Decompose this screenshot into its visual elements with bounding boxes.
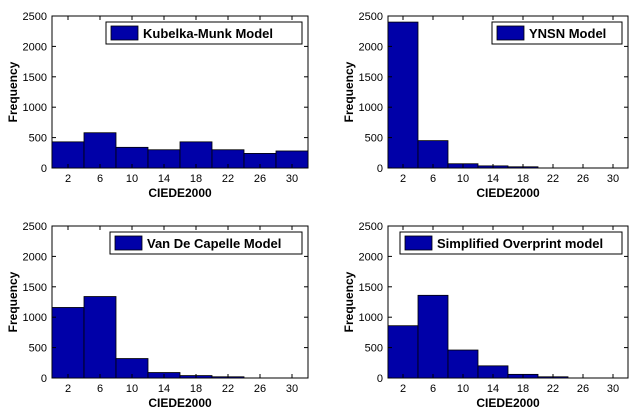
x-tick-label: 30 bbox=[286, 173, 298, 185]
y-tick-label: 2000 bbox=[23, 251, 47, 263]
y-tick-label: 2500 bbox=[359, 221, 383, 233]
legend: YNSN Model bbox=[491, 21, 623, 45]
y-tick-label: 2500 bbox=[23, 221, 47, 233]
y-tick-label: 500 bbox=[29, 343, 47, 355]
y-tick-label: 1000 bbox=[359, 312, 383, 324]
x-tick-label: 2 bbox=[65, 383, 71, 395]
y-tick-label: 2500 bbox=[359, 11, 383, 23]
x-tick-label: 2 bbox=[400, 383, 406, 395]
x-tick-label: 22 bbox=[222, 383, 234, 395]
x-tick-label: 22 bbox=[547, 383, 559, 395]
x-axis-label: CIEDE2000 bbox=[476, 186, 540, 200]
y-tick-label: 0 bbox=[377, 163, 383, 175]
legend-label: YNSN Model bbox=[529, 26, 606, 41]
y-axis-label: Frequency bbox=[342, 61, 356, 122]
legend-swatch bbox=[496, 25, 525, 41]
y-tick-label: 1000 bbox=[359, 102, 383, 114]
x-tick-label: 30 bbox=[286, 383, 298, 395]
histogram-bar bbox=[179, 141, 213, 169]
x-tick-label: 26 bbox=[254, 383, 266, 395]
legend-label: Simplified Overprint model bbox=[437, 236, 603, 251]
x-axis-label: CIEDE2000 bbox=[148, 186, 212, 200]
y-tick-label: 2500 bbox=[23, 11, 47, 23]
legend-box bbox=[109, 231, 303, 255]
legend-swatch bbox=[404, 235, 433, 251]
y-tick-label: 2000 bbox=[359, 41, 383, 53]
y-tick-label: 500 bbox=[365, 133, 383, 145]
legend-box bbox=[399, 231, 623, 255]
legend-box bbox=[105, 21, 303, 45]
legend-label: Van De Capelle Model bbox=[147, 236, 281, 251]
x-tick-label: 2 bbox=[65, 173, 71, 185]
x-tick-label: 14 bbox=[487, 173, 499, 185]
x-tick-label: 26 bbox=[577, 173, 589, 185]
x-tick-label: 6 bbox=[97, 383, 103, 395]
x-tick-label: 6 bbox=[97, 173, 103, 185]
y-tick-label: 1500 bbox=[23, 282, 47, 294]
x-tick-label: 18 bbox=[517, 173, 529, 185]
histogram-bar bbox=[387, 325, 419, 379]
legend: Simplified Overprint model bbox=[399, 231, 623, 255]
x-tick-label: 26 bbox=[577, 383, 589, 395]
x-tick-label: 10 bbox=[126, 383, 138, 395]
y-tick-label: 1500 bbox=[359, 282, 383, 294]
x-tick-label: 2 bbox=[400, 173, 406, 185]
histogram-bar bbox=[51, 307, 85, 379]
histogram-bar bbox=[387, 21, 419, 169]
x-tick-label: 30 bbox=[607, 383, 619, 395]
y-tick-label: 500 bbox=[29, 133, 47, 145]
x-tick-label: 26 bbox=[254, 173, 266, 185]
x-tick-label: 30 bbox=[607, 173, 619, 185]
x-tick-label: 18 bbox=[517, 383, 529, 395]
x-tick-label: 18 bbox=[190, 173, 202, 185]
legend: Van De Capelle Model bbox=[109, 231, 303, 255]
x-tick-label: 18 bbox=[190, 383, 202, 395]
x-tick-label: 6 bbox=[430, 173, 436, 185]
legend: Kubelka-Munk Model bbox=[105, 21, 303, 45]
x-axis-label: CIEDE2000 bbox=[148, 396, 212, 410]
y-tick-label: 2000 bbox=[359, 251, 383, 263]
y-tick-label: 0 bbox=[377, 373, 383, 385]
x-tick-label: 6 bbox=[430, 383, 436, 395]
legend-label: Kubelka-Munk Model bbox=[143, 26, 273, 41]
x-tick-label: 14 bbox=[158, 383, 170, 395]
y-tick-label: 0 bbox=[41, 373, 47, 385]
x-tick-label: 14 bbox=[158, 173, 170, 185]
legend-box bbox=[491, 21, 623, 45]
x-tick-label: 10 bbox=[457, 173, 469, 185]
x-tick-label: 22 bbox=[547, 173, 559, 185]
y-tick-label: 1000 bbox=[23, 102, 47, 114]
legend-swatch bbox=[110, 25, 139, 41]
y-tick-label: 2000 bbox=[23, 41, 47, 53]
x-tick-label: 22 bbox=[222, 173, 234, 185]
y-axis-label: Frequency bbox=[6, 61, 20, 122]
x-tick-label: 14 bbox=[487, 383, 499, 395]
x-tick-label: 10 bbox=[126, 173, 138, 185]
legend-swatch bbox=[114, 235, 143, 251]
histogram-bar bbox=[447, 349, 479, 379]
y-axis-label: Frequency bbox=[342, 271, 356, 332]
y-tick-label: 0 bbox=[41, 163, 47, 175]
histogram-bar bbox=[83, 132, 117, 169]
y-tick-label: 500 bbox=[365, 343, 383, 355]
x-tick-label: 10 bbox=[457, 383, 469, 395]
histogram-bar bbox=[83, 296, 117, 379]
histogram-bar bbox=[417, 140, 449, 169]
x-axis-label: CIEDE2000 bbox=[476, 396, 540, 410]
y-axis-label: Frequency bbox=[6, 271, 20, 332]
y-tick-label: 1500 bbox=[23, 72, 47, 84]
histogram-bar bbox=[417, 294, 449, 379]
y-tick-label: 1000 bbox=[23, 312, 47, 324]
y-tick-label: 1500 bbox=[359, 72, 383, 84]
